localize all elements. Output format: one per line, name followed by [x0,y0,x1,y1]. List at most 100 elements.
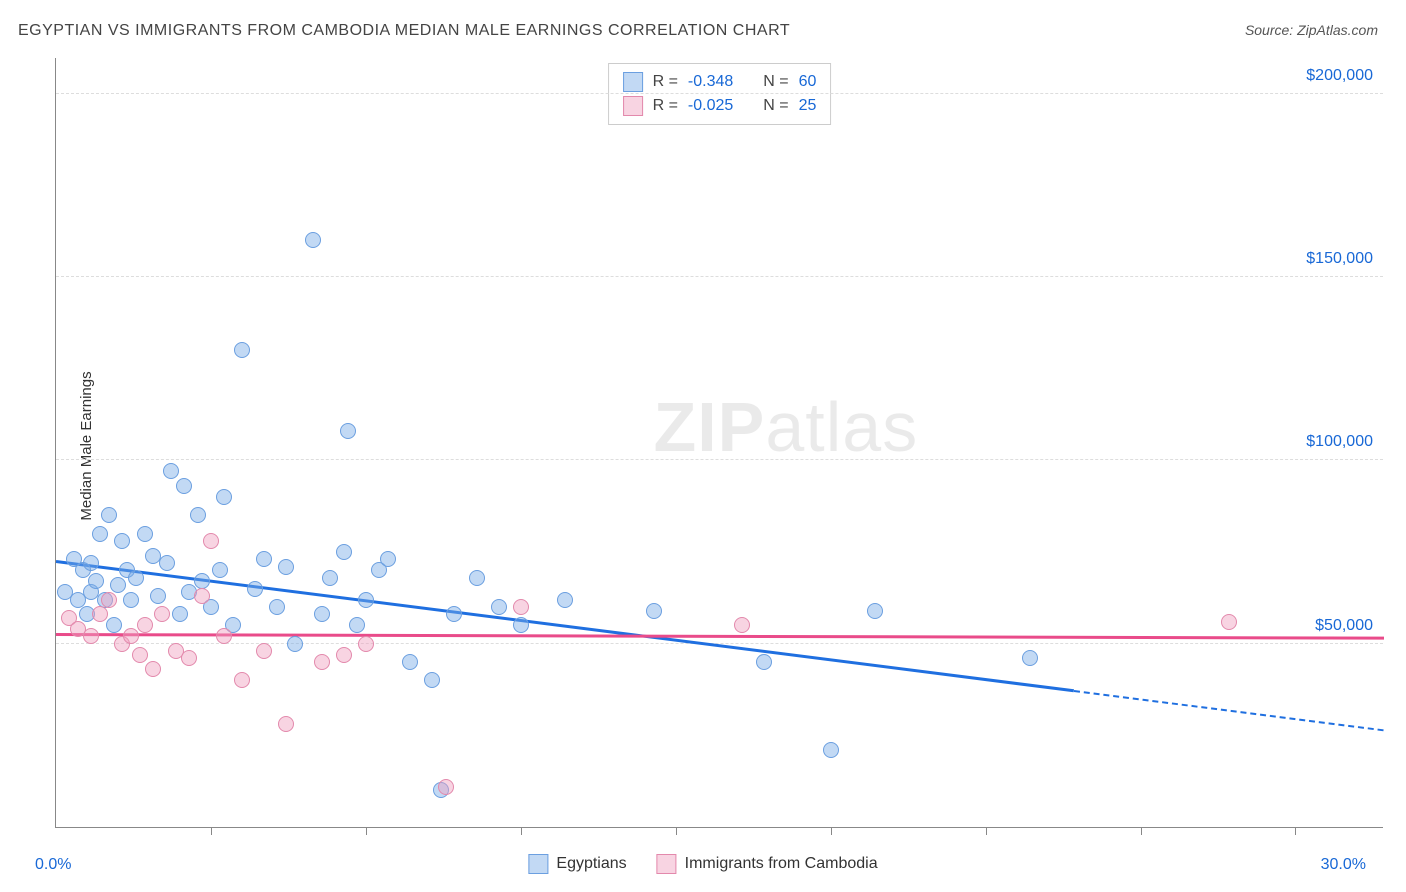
data-point [424,672,440,688]
x-tick [986,827,987,835]
data-point [1022,650,1038,666]
data-point [867,603,883,619]
data-point [358,592,374,608]
series-legend: Egyptians Immigrants from Cambodia [528,854,877,874]
stat-legend-row: R = -0.348 N = 60 [623,70,817,94]
data-point [247,581,263,597]
data-point [513,599,529,615]
stat-legend-row: R =-0.025N =25 [623,94,817,118]
data-point [145,661,161,677]
data-point [132,647,148,663]
data-point [349,617,365,633]
watermark-atlas: atlas [765,388,918,466]
data-point [314,606,330,622]
data-point [137,617,153,633]
legend-label: Egyptians [556,855,626,873]
data-point [469,570,485,586]
y-tick-label: $200,000 [1306,67,1373,85]
source-prefix: Source: [1245,22,1297,38]
data-point [216,489,232,505]
data-point [172,606,188,622]
trend-line [1074,690,1384,731]
data-point [336,647,352,663]
data-point [278,559,294,575]
data-point [123,628,139,644]
legend-item: Immigrants from Cambodia [657,854,878,874]
stat-n-value: 25 [799,97,817,115]
x-tick [211,827,212,835]
data-point [114,533,130,549]
data-point [110,577,126,593]
chart-title: EGYPTIAN VS IMMIGRANTS FROM CAMBODIA MED… [18,22,790,40]
data-point [322,570,338,586]
gridline [56,276,1383,277]
data-point [513,617,529,633]
legend-swatch [623,96,643,116]
data-point [212,562,228,578]
data-point [557,592,573,608]
data-point [234,342,250,358]
data-point [150,588,166,604]
data-point [106,617,122,633]
data-point [101,592,117,608]
data-point [256,643,272,659]
legend-swatch [623,72,643,92]
data-point [256,551,272,567]
data-point [101,507,117,523]
data-point [163,463,179,479]
data-point [287,636,303,652]
x-tick [521,827,522,835]
data-point [92,526,108,542]
scatter-plot-area: ZIPatlas R =-0.348N =60R =-0.025N =25 $5… [55,58,1383,828]
data-point [176,478,192,494]
stat-n-value: 60 [799,73,817,91]
watermark-zip: ZIP [653,388,765,466]
x-tick [366,827,367,835]
data-point [823,742,839,758]
data-point [194,588,210,604]
y-tick-label: $150,000 [1306,250,1373,268]
y-tick-label: $50,000 [1315,617,1373,635]
data-point [154,606,170,622]
correlation-stats-legend: R =-0.348N =60R =-0.025N =25 [608,63,832,125]
data-point [646,603,662,619]
data-point [190,507,206,523]
x-axis-min-label: 0.0% [35,856,71,874]
x-tick [1141,827,1142,835]
data-point [128,570,144,586]
watermark: ZIPatlas [653,387,918,467]
data-point [88,573,104,589]
data-point [83,628,99,644]
data-point [203,533,219,549]
stat-r-label: R = [653,73,678,91]
data-point [438,779,454,795]
data-point [734,617,750,633]
stat-r-label: R = [653,97,678,115]
legend-swatch [657,854,677,874]
data-point [380,551,396,567]
source-attribution: Source: ZipAtlas.com [1245,22,1378,38]
data-point [314,654,330,670]
data-point [216,628,232,644]
stat-n-label: N = [763,73,788,91]
data-point [491,599,507,615]
data-point [402,654,418,670]
data-point [305,232,321,248]
data-point [234,672,250,688]
data-point [1221,614,1237,630]
legend-label: Immigrants from Cambodia [685,855,878,873]
x-tick [831,827,832,835]
data-point [159,555,175,571]
data-point [358,636,374,652]
data-point [278,716,294,732]
y-tick-label: $100,000 [1306,433,1373,451]
data-point [446,606,462,622]
source-name: ZipAtlas.com [1297,22,1378,38]
data-point [137,526,153,542]
legend-item: Egyptians [528,854,626,874]
x-axis-max-label: 30.0% [1321,856,1366,874]
stat-r-value: -0.025 [688,97,733,115]
stat-r-value: -0.348 [688,73,733,91]
gridline [56,459,1383,460]
x-tick [676,827,677,835]
